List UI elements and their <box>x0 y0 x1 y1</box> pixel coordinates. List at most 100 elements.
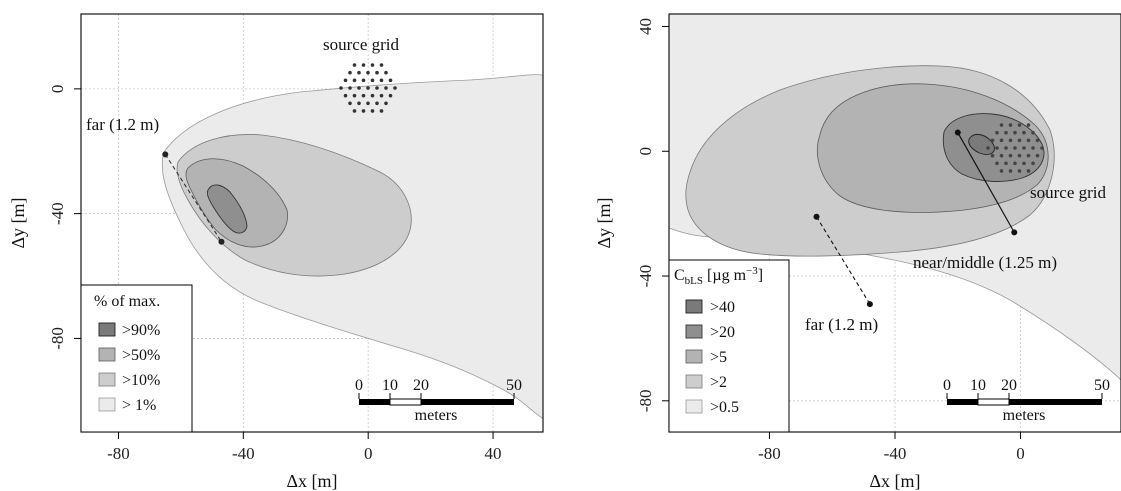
source-point <box>379 63 384 67</box>
source-point <box>990 153 995 158</box>
source-point <box>370 78 375 83</box>
source-point <box>348 86 352 90</box>
source-point <box>375 86 379 90</box>
left-scale-seg-20-50 <box>421 399 514 405</box>
right-legend-swatch-2 <box>685 374 703 389</box>
right-y-tick-label: -80 <box>636 389 655 412</box>
right-legend-label-5: >5 <box>710 349 727 366</box>
source-point <box>1022 130 1026 135</box>
right-legend-title-main: C <box>674 267 685 284</box>
source-point <box>384 86 388 90</box>
right-scale-label-10: 10 <box>970 377 986 394</box>
right-near-label: near/middle (1.25 m) <box>913 253 1057 272</box>
left-y-axis-label: Δy [m] <box>8 197 28 248</box>
source-point <box>1008 138 1013 143</box>
left-legend-title: % of max. <box>94 293 160 310</box>
left-scale-seg-10-20 <box>389 398 422 406</box>
left-y-tick-label: 0 <box>48 85 67 94</box>
source-point <box>370 109 375 113</box>
left-far-line <box>164 154 222 243</box>
source-point <box>361 109 366 113</box>
left-far-label: far (1.2 m) <box>86 115 159 134</box>
right-legend-title-end: ] <box>758 267 763 284</box>
left-scale-unit: meters <box>415 407 458 424</box>
source-point <box>990 138 995 143</box>
left-legend-label-90: >90% <box>122 322 160 339</box>
right-far-start-point <box>813 213 820 220</box>
right-legend-title-unit: [µg m <box>703 267 747 284</box>
left-x-tick-label: 0 <box>364 444 373 463</box>
source-point <box>357 86 361 90</box>
source-point <box>1022 161 1026 166</box>
source-point <box>1031 161 1035 166</box>
left-legend-swatch-50 <box>98 347 116 362</box>
right-scale-label-0: 0 <box>943 377 951 394</box>
source-point <box>343 78 348 83</box>
right-panel: -80 -40 0 40 0 -40 -80 source grid near/middle… <box>594 13 1121 491</box>
left-legend-swatch-10 <box>98 372 116 387</box>
right-scale-unit: meters <box>1003 407 1046 424</box>
source-point <box>343 93 348 98</box>
left-legend-label-50: >50% <box>122 347 160 364</box>
right-near-end-point <box>1011 229 1018 236</box>
source-point <box>1013 161 1017 166</box>
source-point <box>1013 130 1017 135</box>
source-point <box>1013 146 1017 150</box>
right-legend: CbLS [µg m−3] >40 >20 >5 >2 >0.5 <box>668 259 790 433</box>
right-near-line <box>957 132 1015 233</box>
source-point <box>384 101 388 106</box>
right-legend-swatch-40 <box>685 299 703 314</box>
source-point <box>339 86 343 90</box>
source-point <box>348 70 352 75</box>
source-point <box>366 86 370 90</box>
source-point <box>379 93 384 98</box>
right-scale-seg-20-50 <box>1009 399 1102 405</box>
right-x-axis-label: Δx [m] <box>869 471 920 491</box>
right-y-axis-label: Δy [m] <box>594 197 614 248</box>
left-legend-swatch-1 <box>98 397 116 412</box>
left-x-tick-label: -80 <box>107 444 130 463</box>
right-legend-label-40: >40 <box>710 299 735 316</box>
left-legend: % of max. >90% >50% >10% > 1% <box>80 284 193 433</box>
right-far-label: far (1.2 m) <box>805 315 878 334</box>
right-axis-ticks: -80 -40 0 40 0 -40 -80 <box>636 18 1025 463</box>
source-point <box>999 123 1004 127</box>
source-point <box>361 78 366 83</box>
right-x-tick-label: -80 <box>758 444 781 463</box>
left-source-grid-label: source grid <box>323 35 400 54</box>
left-legend-swatch-90 <box>98 322 116 337</box>
left-scale-seg-0-10 <box>359 399 390 405</box>
source-point <box>1035 153 1040 158</box>
right-scale-seg-0-10 <box>947 399 978 405</box>
source-point <box>348 101 352 106</box>
left-scale-label-50: 50 <box>506 377 522 394</box>
left-far-end-point <box>218 238 225 245</box>
left-contour-90pct <box>206 184 248 234</box>
source-point <box>1035 138 1040 143</box>
source-point <box>361 93 366 98</box>
right-legend-label-0_5: >0.5 <box>710 399 739 416</box>
left-x-axis-label: Δx [m] <box>286 471 337 491</box>
source-point <box>1017 153 1022 158</box>
left-scale-label-10: 10 <box>382 377 398 394</box>
source-point <box>366 101 370 106</box>
source-point <box>375 101 379 106</box>
right-legend-label-2: >2 <box>710 374 727 391</box>
source-point <box>999 169 1004 173</box>
left-contours <box>161 74 543 420</box>
left-source-grid <box>339 63 397 113</box>
right-x-tick-label: 0 <box>1016 444 1025 463</box>
source-point <box>1026 138 1031 143</box>
source-point <box>1017 138 1022 143</box>
right-y-tick-label: -40 <box>636 265 655 288</box>
right-x-tick-label: -40 <box>884 444 907 463</box>
source-point <box>1004 161 1008 166</box>
left-axis-ticks: -80 -40 0 40 0 -40 -80 <box>48 85 502 463</box>
source-point <box>986 146 990 150</box>
source-point <box>1031 146 1035 150</box>
left-panel: -80 -40 0 40 0 -40 -80 source grid far (1.2 m)… <box>8 13 544 491</box>
left-plot-frame <box>80 13 544 433</box>
source-point <box>995 161 999 166</box>
right-source-grid <box>986 123 1044 173</box>
